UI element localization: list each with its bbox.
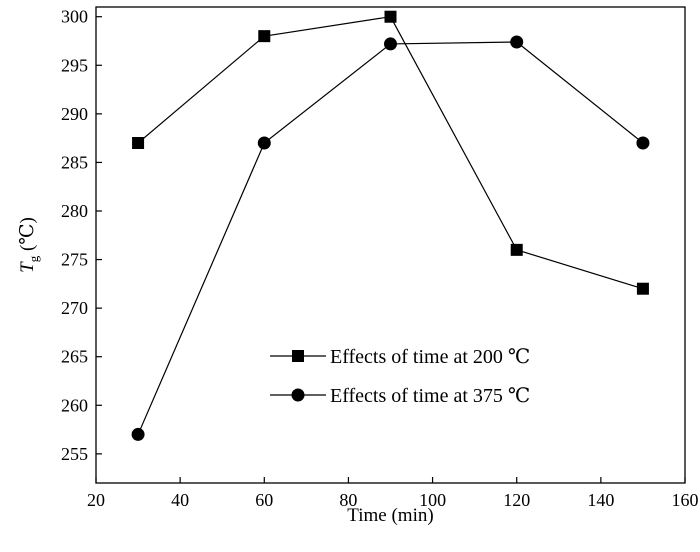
legend-entry: Effects of time at 200 ℃ [270,346,530,368]
data-point-circle [384,37,397,51]
data-point-square [132,137,145,149]
y-tick-label: 280 [61,201,88,221]
x-tick-label: 20 [87,490,105,510]
y-tick-label: 300 [61,7,88,27]
series-2 [131,35,650,441]
data-point-square [636,282,649,295]
legend-label: Effects of time at 375 ℃ [330,385,530,407]
x-tick-label: 120 [503,490,530,510]
legend-marker-square [292,350,304,362]
data-point-square [384,10,397,23]
y-tick-label: 265 [61,347,88,367]
data-point-circle [510,35,524,49]
y-tick-label: 295 [61,55,88,75]
series-1 [132,10,649,295]
x-tick-label: 140 [587,490,614,510]
y-axis-title-subscript: g [26,255,41,262]
series-layer [131,10,650,441]
y-axis-title-symbol: T [17,261,38,273]
x-tick-label: 160 [672,490,699,510]
legend-entry: Effects of time at 375 ℃ [270,385,530,407]
legend: Effects of time at 200 ℃ Effects of time … [270,346,530,407]
data-point-circle [131,427,145,441]
series-line [137,16,644,290]
y-axis-title-unit: (℃) [17,217,38,256]
legend-label: Effects of time at 200 ℃ [330,346,530,368]
y-tick-label: 275 [61,250,88,270]
legend-marker-circle [291,388,305,402]
y-axis: 255 260 265 270 275 280 285 290 295 300 [61,7,102,464]
data-point-circle [636,136,650,150]
y-tick-label: 290 [61,104,88,124]
x-tick-label: 80 [339,490,357,510]
x-tick-label: 100 [419,490,446,510]
y-tick-label: 285 [61,152,88,172]
series-line [137,41,644,435]
y-tick-label: 270 [61,298,88,318]
plot-frame [95,6,686,484]
x-axis-title: Time (min) [347,505,433,526]
data-point-square [510,243,523,256]
data-point-circle [257,136,271,150]
y-tick-label: 255 [61,444,88,464]
y-axis-title: Tg (℃) [17,217,41,273]
x-tick-label: 60 [255,490,273,510]
data-point-square [258,30,271,43]
x-tick-label: 40 [171,490,189,510]
x-axis: 20 40 60 80 100 120 140 160 [87,477,699,510]
y-tick-label: 260 [61,395,88,415]
